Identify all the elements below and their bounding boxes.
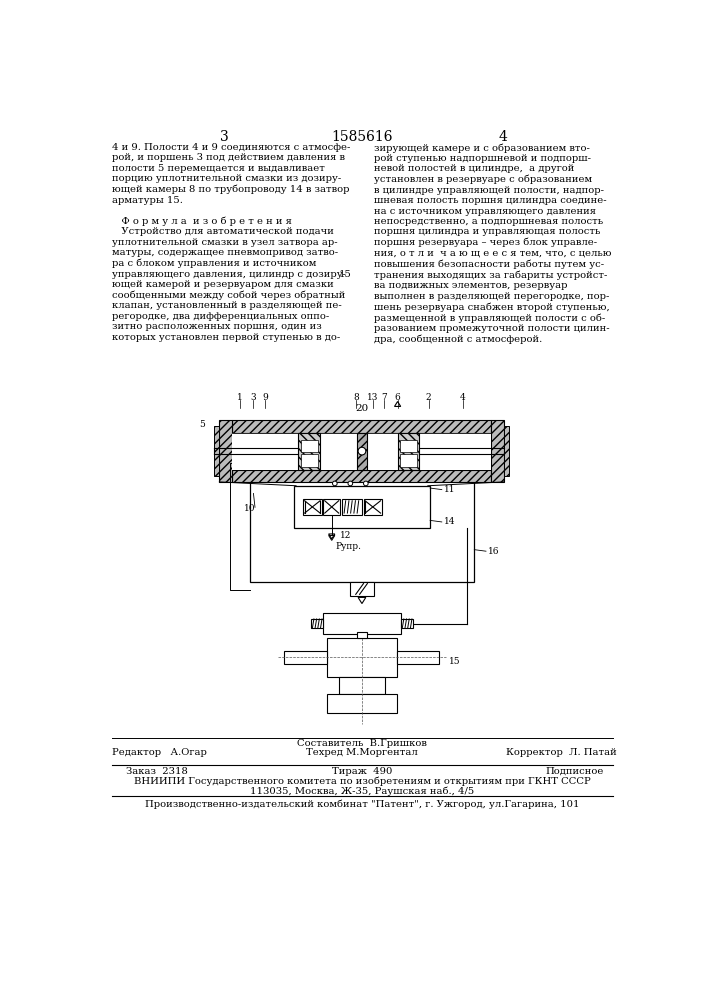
Bar [311,619,323,628]
Circle shape [363,481,368,486]
Bar [323,499,340,515]
Bar [232,470,491,482]
Text: 6: 6 [395,393,400,402]
Circle shape [358,447,366,455]
Bar [401,619,413,628]
Text: Составитель  В.Гришков: Составитель В.Гришков [297,739,427,748]
Text: 4: 4 [498,130,508,144]
Circle shape [332,481,337,486]
Text: 11: 11 [444,485,455,494]
Bar [327,638,397,677]
Text: 16: 16 [489,547,500,556]
Text: зирующей камере и с образованием вто-
рой ступенью надпоршневой и подпорш-
невой: зирующей камере и с образованием вто- ро… [373,143,611,344]
Text: 9: 9 [262,393,268,402]
Text: 4: 4 [460,393,466,402]
Bar [300,454,317,466]
Text: Корректор  Л. Патай: Корректор Л. Патай [506,748,617,757]
Bar [250,480,474,582]
Text: 113035, Москва, Ж-35, Раушская наб., 4/5: 113035, Москва, Ж-35, Раушская наб., 4/5 [250,786,474,796]
Text: 14: 14 [444,517,455,526]
Circle shape [348,481,353,486]
Bar [339,677,385,694]
Text: Рупр.: Рупр. [336,542,361,551]
Text: Подписное: Подписное [546,767,604,776]
Bar [219,420,232,482]
Text: 8: 8 [353,393,358,402]
Text: Заказ  2318: Заказ 2318 [126,767,187,776]
Bar [400,454,417,466]
Text: 2: 2 [426,393,431,402]
Text: 10: 10 [243,504,255,513]
Bar [397,651,440,664]
Bar [323,613,401,634]
Bar [349,582,374,596]
Text: 7: 7 [381,393,387,402]
Text: 20: 20 [356,404,368,413]
Text: 12: 12 [339,531,351,540]
Text: 13: 13 [367,393,378,402]
Bar [491,420,504,482]
Bar [341,499,362,515]
Bar [298,433,320,470]
Bar [363,499,382,515]
Text: ВНИИПИ Государственного комитета по изобретениям и открытиям при ГКНТ СССР: ВНИИПИ Государственного комитета по изоб… [134,777,590,786]
Bar [357,632,367,638]
Bar [284,651,327,664]
Bar [397,433,419,470]
Text: 1585616: 1585616 [331,130,392,144]
Bar [400,440,417,452]
Bar [293,486,430,528]
Text: Тираж  490: Тираж 490 [332,767,392,776]
Bar [327,694,397,713]
Text: 3: 3 [251,393,256,402]
Text: 3: 3 [220,130,228,144]
Bar [357,433,367,470]
Text: Редактор   А.Огар: Редактор А.Огар [112,748,206,757]
Bar [300,440,317,452]
Text: 15: 15 [449,657,460,666]
Text: 5: 5 [199,420,206,429]
Bar [504,426,509,476]
Bar [232,420,491,433]
Bar [303,499,322,515]
Text: Техред М.Моргентал: Техред М.Моргентал [306,748,418,757]
Bar [214,426,219,476]
Text: 4 и 9. Полости 4 и 9 соединяются с атмосфе-
рой, и поршень 3 под действием давле: 4 и 9. Полости 4 и 9 соединяются с атмос… [112,143,350,342]
Text: 15: 15 [339,270,352,279]
Bar [232,433,491,470]
Text: Производственно-издательский комбинат "Патент", г. Ужгород, ул.Гагарина, 101: Производственно-издательский комбинат "П… [145,799,579,809]
Text: 1: 1 [238,393,243,402]
